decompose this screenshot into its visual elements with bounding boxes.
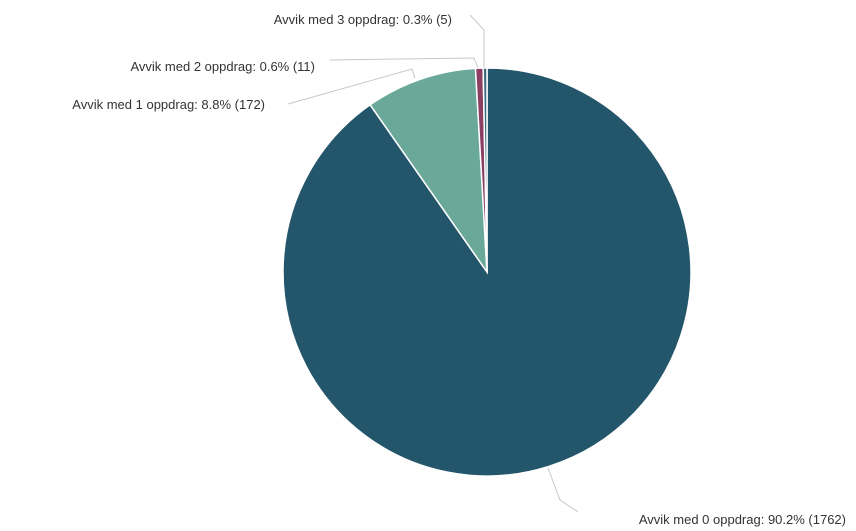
pie-slices — [282, 67, 692, 477]
slice-labels: Avvik med 0 oppdrag: 90.2% (1762) Avvik m… — [72, 12, 846, 527]
pie-slice-1 — [369, 67, 488, 275]
leader-line-2 — [329, 57, 479, 69]
leader-lines — [287, 14, 579, 513]
leader-line-3 — [469, 14, 485, 68]
slice-label-3: Avvik med 3 oppdrag: 0.3% (5) — [274, 12, 452, 27]
slice-label-0: Avvik med 0 oppdrag: 90.2% (1762) — [639, 512, 846, 527]
slice-label-2: Avvik med 2 oppdrag: 0.6% (11) — [130, 59, 315, 74]
leader-line-0 — [547, 467, 579, 513]
leader-line-1 — [287, 68, 416, 105]
slice-label-1: Avvik med 1 oppdrag: 8.8% (172) — [72, 97, 265, 112]
pie-slice-3 — [482, 67, 488, 273]
